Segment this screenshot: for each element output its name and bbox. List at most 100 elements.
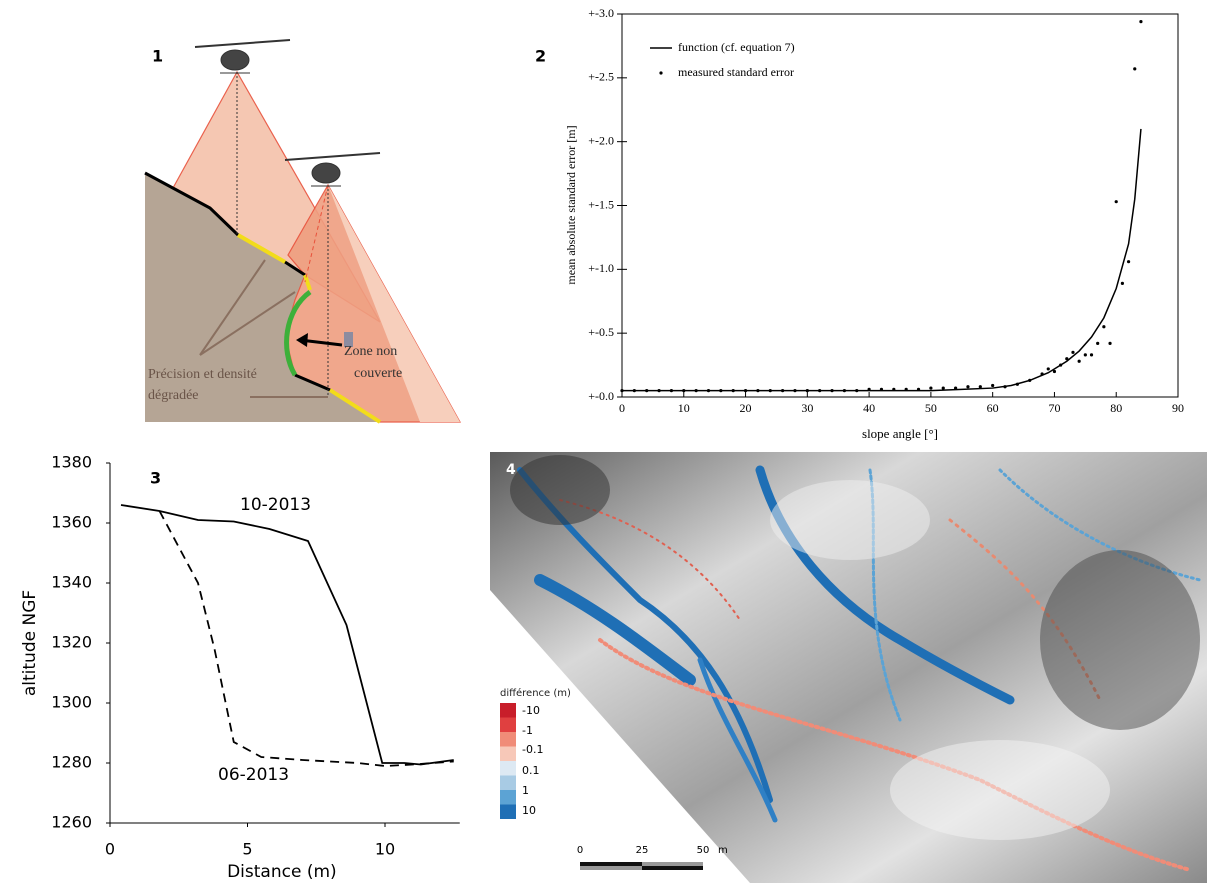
y-tick-label: 1300 [51, 693, 92, 712]
x-tick-label: 0 [619, 401, 625, 415]
legend-title: différence (m) [500, 687, 571, 699]
ground [145, 173, 380, 422]
data-point [632, 389, 636, 393]
scale-bar [642, 866, 703, 870]
y-tick-label: 1380 [51, 453, 92, 472]
data-point [1071, 350, 1075, 354]
data-point [1139, 20, 1143, 24]
legend-label: -10 [522, 704, 540, 717]
data-point [1046, 367, 1050, 371]
degraded-segment [237, 233, 286, 264]
x-tick-label: 80 [1110, 401, 1122, 415]
x-tick-label: 5 [242, 840, 252, 859]
data-point [1108, 341, 1112, 345]
data-point [1096, 341, 1100, 345]
panel-label: 4 [506, 462, 516, 478]
ray [304, 184, 329, 283]
data-point [781, 389, 785, 393]
helicopter [194, 39, 291, 74]
y-tick-label: +-1.5 [588, 197, 614, 211]
x-tick-label: 30 [801, 401, 813, 415]
x-tick-label: 90 [1172, 401, 1184, 415]
data-point [941, 386, 945, 390]
scale-label: 50 [697, 845, 710, 856]
scale-bar [642, 862, 703, 866]
data-point [929, 386, 933, 390]
data-point [657, 389, 661, 393]
data-point [954, 386, 958, 390]
data-point [743, 389, 748, 393]
data-point [768, 389, 772, 393]
degraded-segment [328, 388, 382, 424]
hatch [344, 332, 353, 347]
x-tick-label: 10 [678, 401, 690, 415]
legend-label: 10 [522, 804, 536, 817]
data-point [1133, 67, 1137, 71]
terrain [294, 373, 331, 392]
data-point [682, 389, 686, 393]
cone-2-shade [328, 185, 460, 422]
legend-label: 1 [522, 784, 529, 797]
x-tick-label: 0 [105, 840, 115, 859]
x-tick-label: 20 [740, 401, 752, 415]
data-point [1102, 325, 1106, 329]
data-point [694, 389, 698, 393]
y-axis-label: altitude NGF [20, 590, 40, 696]
y-tick-label: +-1.0 [588, 261, 614, 275]
data-point [1126, 260, 1131, 264]
zone-arrowhead [296, 333, 308, 347]
data-point [1059, 363, 1063, 367]
annotation: couverte [354, 366, 402, 381]
data-point [1028, 378, 1032, 383]
data-point [904, 387, 908, 391]
diagram: 1 Précision et densité dégradée Zone non… [144, 39, 462, 424]
uncovered-zone [284, 289, 312, 377]
data-point [669, 389, 674, 393]
data-point [756, 389, 760, 393]
data-point [793, 389, 797, 393]
y-tick-label: 1260 [51, 813, 92, 832]
y-tick-label: 1360 [51, 513, 92, 532]
annotation: Zone non [344, 344, 397, 359]
annotation: dégradée [148, 388, 199, 403]
data-point [1089, 353, 1094, 357]
scale-label: 25 [636, 845, 649, 856]
data-point [1015, 382, 1019, 386]
arrows [199, 259, 328, 398]
data-line [120, 504, 454, 766]
data-point [830, 389, 834, 393]
data-point [867, 387, 871, 391]
data-point [818, 389, 822, 393]
data-point [1114, 200, 1118, 204]
legend-marker [659, 71, 663, 75]
x-tick-label: 10 [375, 840, 395, 859]
data-point [978, 385, 982, 389]
data-line [158, 510, 454, 767]
data-point [1040, 372, 1044, 376]
helicopter [284, 152, 381, 187]
terrain [144, 171, 240, 237]
data-point [842, 389, 847, 393]
y-tick-label: 1320 [51, 633, 92, 652]
panel-label: 1 [152, 47, 163, 66]
x-tick-label: 50 [925, 401, 937, 415]
x-tick-label: 70 [1048, 401, 1060, 415]
y-tick-label: +-2.0 [588, 133, 614, 147]
panel-label: 3 [150, 469, 161, 488]
scale-unit: m [718, 845, 728, 856]
x-tick-label: 40 [863, 401, 875, 415]
map-legend [500, 703, 516, 819]
scale-bar [580, 862, 642, 866]
legend-label: -1 [522, 724, 533, 737]
data-point [620, 389, 624, 393]
legend-label: 0.1 [522, 764, 540, 777]
data-point [966, 385, 970, 389]
y-tick-label: 1340 [51, 573, 92, 592]
terrain [284, 260, 306, 277]
data-point [916, 387, 921, 391]
x-tick-label: 60 [987, 401, 999, 415]
data-point [719, 389, 723, 393]
y-tick-label: +-0.0 [588, 389, 614, 403]
data-point [706, 389, 711, 393]
data-point [1065, 357, 1069, 361]
